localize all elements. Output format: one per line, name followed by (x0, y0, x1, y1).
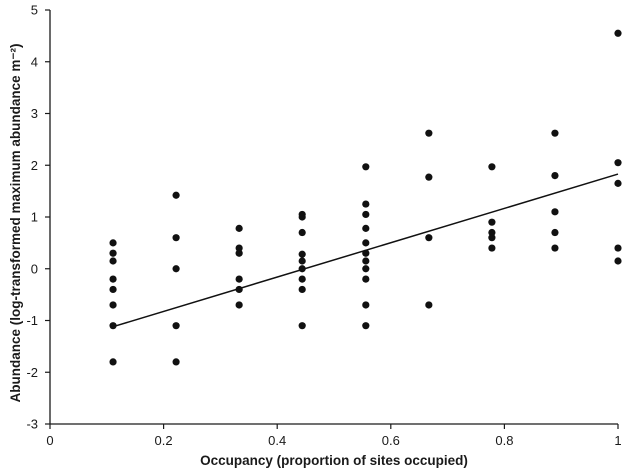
x-axis-title: Occupancy (proportion of sites occupied) (200, 453, 468, 468)
x-tick-label: 0.8 (495, 433, 513, 448)
y-tick-label: -3 (26, 417, 38, 432)
data-point (172, 191, 180, 199)
data-point (235, 301, 243, 309)
x-axis-ticks: 0 0.2 0.4 0.6 0.8 1 (46, 424, 622, 448)
data-point (298, 275, 306, 283)
x-tick-label: 0.2 (155, 433, 173, 448)
y-tick-label: -2 (26, 365, 38, 380)
data-point (614, 257, 622, 265)
y-tick-label: 5 (31, 3, 38, 18)
x-tick-label: 0 (46, 433, 53, 448)
data-point (551, 172, 559, 180)
data-point (488, 228, 496, 237)
y-axis-ticks: -3 -2 -1 0 1 2 3 4 5 (26, 3, 50, 432)
data-point (362, 265, 370, 273)
data-point (362, 163, 370, 171)
data-point (172, 358, 180, 366)
data-point (109, 285, 117, 294)
data-point (425, 301, 433, 309)
data-point (425, 234, 433, 242)
y-tick-label: 1 (31, 210, 38, 225)
data-point (614, 29, 622, 37)
data-point (488, 218, 496, 226)
data-point (614, 244, 622, 252)
data-point (109, 249, 117, 257)
y-tick-label: 3 (31, 106, 38, 121)
data-point (172, 234, 180, 242)
data-point (235, 244, 243, 252)
data-point (488, 244, 496, 252)
data-point (362, 257, 370, 265)
data-point (109, 275, 117, 283)
data-point (235, 249, 243, 257)
data-point (362, 301, 370, 309)
data-point (109, 239, 117, 247)
x-tick-label: 0.4 (268, 433, 286, 448)
data-point (362, 224, 370, 232)
data-point (109, 301, 117, 309)
data-point (298, 285, 306, 294)
data-point (298, 250, 306, 258)
data-point (362, 322, 370, 330)
data-point (488, 163, 496, 171)
data-point (298, 257, 306, 265)
y-tick-label: 2 (31, 158, 38, 173)
data-point (362, 239, 370, 247)
data-point (109, 358, 117, 366)
data-point (362, 210, 370, 219)
data-point (425, 129, 433, 137)
x-tick-label: 0.6 (382, 433, 400, 448)
data-point (488, 234, 496, 242)
data-point (298, 322, 306, 330)
y-tick-label: 4 (31, 54, 38, 69)
data-point (614, 179, 622, 187)
x-tick-label: 1 (614, 433, 621, 448)
data-point (172, 265, 180, 273)
data-point (235, 275, 243, 283)
data-point (235, 285, 243, 294)
data-point (172, 322, 180, 330)
data-point (298, 213, 306, 221)
data-point (362, 275, 370, 283)
y-axis-title-group: Abundance (log-transformed maximum abund… (8, 44, 23, 403)
data-point (425, 173, 433, 181)
data-point (362, 249, 370, 257)
data-point (551, 208, 559, 216)
data-point (235, 224, 243, 232)
data-point (614, 159, 622, 167)
data-point (298, 265, 306, 273)
y-tick-label: -1 (26, 313, 38, 328)
data-point (551, 129, 559, 137)
data-point (298, 228, 306, 237)
data-points (109, 29, 622, 366)
y-tick-label: 0 (31, 261, 38, 276)
data-point (362, 200, 370, 208)
data-point (109, 322, 117, 330)
y-axis-title: Abundance (log-transformed maximum abund… (8, 44, 23, 403)
data-point (109, 257, 117, 265)
data-point (551, 244, 559, 252)
data-point (551, 228, 559, 237)
